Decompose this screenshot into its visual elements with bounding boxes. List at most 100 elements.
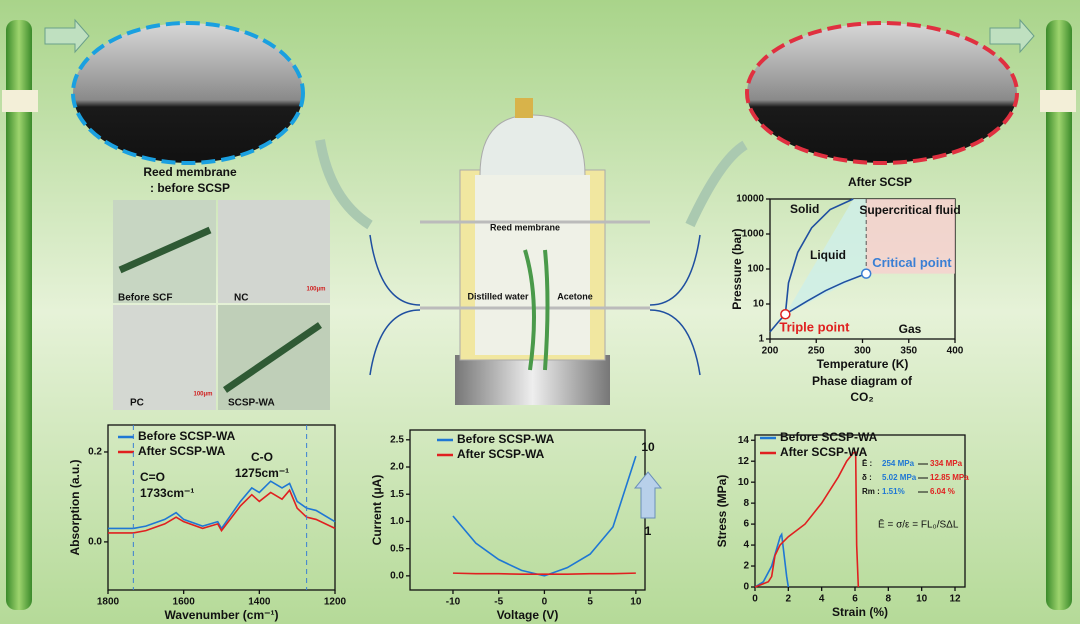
y-tick-label: 0	[743, 582, 749, 593]
annotation-before: 254 MPa	[882, 459, 915, 468]
phase-boundary	[784, 272, 867, 315]
reactor-label: Reed membrane	[490, 222, 560, 232]
phase-point	[860, 268, 872, 279]
x-axis-label: Voltage (V)	[497, 608, 559, 622]
series-line	[108, 488, 336, 534]
bamboo-right	[1046, 20, 1072, 610]
plot-frame	[107, 424, 336, 591]
x-tick-label: 1800	[97, 597, 120, 608]
y-axis-label: Current (μA)	[370, 475, 384, 546]
annotation: C-O	[251, 450, 273, 464]
x-tick-label: 5	[587, 597, 593, 608]
y-tick-label: 1.0	[390, 516, 404, 527]
panel-label: NC	[234, 293, 248, 304]
legend-label: Before SCSP-WA	[457, 432, 555, 446]
x-tick-label: 10	[916, 594, 928, 605]
x-tick-label: 1400	[248, 597, 271, 608]
x-tick-label: 6	[852, 594, 858, 605]
x-tick-label: -5	[494, 597, 503, 608]
series-line	[452, 455, 637, 577]
y-tick-label: 10000	[736, 194, 764, 205]
y-tick-label: 0.0	[390, 570, 404, 581]
panel-label: Before SCF	[118, 293, 172, 304]
sem-image-before	[71, 21, 305, 165]
charts: 200 250 300 350 400110100100010000Temperatur…	[68, 194, 969, 623]
region-label: Liquid	[810, 248, 846, 262]
phase-boundary	[784, 198, 854, 315]
caption: After SCSP	[848, 175, 912, 189]
y-tick-label: 0.2	[88, 447, 102, 458]
legend-label: Before SCSP-WA	[780, 430, 878, 444]
region	[866, 199, 955, 274]
y-tick-label: 2.5	[390, 434, 404, 445]
y-tick-label: 1000	[742, 229, 765, 240]
arrow	[989, 18, 1035, 54]
y-axis-label: Stress (MPa)	[715, 475, 729, 548]
annotation: 1	[645, 524, 652, 538]
annotation-after: 6.04 %	[930, 487, 955, 496]
panel-label: PC	[130, 398, 144, 409]
legend-label: After SCSP-WA	[138, 444, 226, 458]
y-tick-label: 0.5	[390, 543, 404, 554]
y-tick-label: 10	[753, 299, 765, 310]
bamboo-band	[2, 90, 38, 112]
x-tick-label: 2	[786, 594, 792, 605]
x-tick-label: -10	[446, 597, 461, 608]
annotation-label: Ē :	[862, 459, 872, 468]
y-axis-label: Absorption (a.u.)	[68, 460, 82, 556]
legend-label: Before SCSP-WA	[138, 429, 236, 443]
annotation: 10	[641, 440, 655, 454]
region	[785, 199, 867, 315]
y-tick-label: 10	[738, 477, 750, 488]
series-line	[452, 572, 636, 576]
y-tick-label: 2	[743, 561, 749, 572]
caption: : before SCSP	[150, 181, 230, 195]
x-tick-label: 400	[947, 346, 964, 357]
region-label: Gas	[899, 322, 922, 336]
panel-label: SCSP-WA	[228, 398, 275, 409]
x-tick-label: 350	[900, 346, 917, 357]
x-tick-label: 8	[886, 594, 892, 605]
legend-label: After SCSP-WA	[780, 445, 868, 459]
region-label: Supercritical fluid	[859, 203, 960, 217]
formula: Ē = σ/ε = FL₀/SΔL	[878, 519, 959, 531]
annotation-label: δ :	[862, 473, 872, 482]
point-label: Triple point	[779, 320, 850, 335]
x-axis-label: Wavenumber (cm⁻¹)	[165, 608, 279, 622]
arrow	[685, 140, 748, 228]
arrow	[315, 139, 373, 230]
arrow	[633, 471, 663, 519]
bamboo-band	[1040, 90, 1076, 112]
y-tick-label: 12	[738, 456, 750, 467]
annotation: 1733cm⁻¹	[140, 486, 194, 500]
x-tick-label: 1600	[173, 597, 196, 608]
scale-bar: 100μm	[193, 392, 212, 398]
annotation: C=O	[140, 470, 165, 484]
micrographs: Before SCF NC PC SCSP-WA 100μm 100μm	[113, 200, 330, 410]
x-tick-label: 10	[630, 597, 642, 608]
y-tick-label: 14	[738, 435, 750, 446]
y-tick-label: 0.0	[88, 537, 102, 548]
reactor: Reed membrane Distilled water Acetone	[369, 98, 701, 405]
x-tick-label: 4	[819, 594, 825, 605]
phase-point	[780, 308, 791, 320]
annotation-label: Rm :	[862, 487, 880, 496]
annotation-before: 1.51%	[882, 487, 905, 496]
y-tick-label: 100	[747, 264, 764, 275]
y-axis-label: Pressure (bar)	[730, 228, 744, 309]
reactor-label: Distilled water	[467, 291, 529, 301]
bamboo-left	[6, 20, 32, 610]
x-tick-label: 1200	[324, 597, 347, 608]
x-tick-label: 0	[752, 594, 758, 605]
y-tick-label: 4	[743, 540, 749, 551]
x-axis-label: Temperature (K)	[817, 357, 909, 371]
arrow	[44, 18, 90, 54]
series-line	[108, 480, 336, 530]
y-tick-label: 1	[758, 334, 764, 345]
x-tick-label: 0	[542, 597, 548, 608]
point-label: Critical point	[872, 255, 952, 270]
caption: Reed membrane	[143, 165, 237, 179]
chart-title: Phase diagram of	[812, 374, 913, 388]
plot-frame	[754, 434, 966, 588]
y-tick-label: 6	[743, 519, 749, 530]
